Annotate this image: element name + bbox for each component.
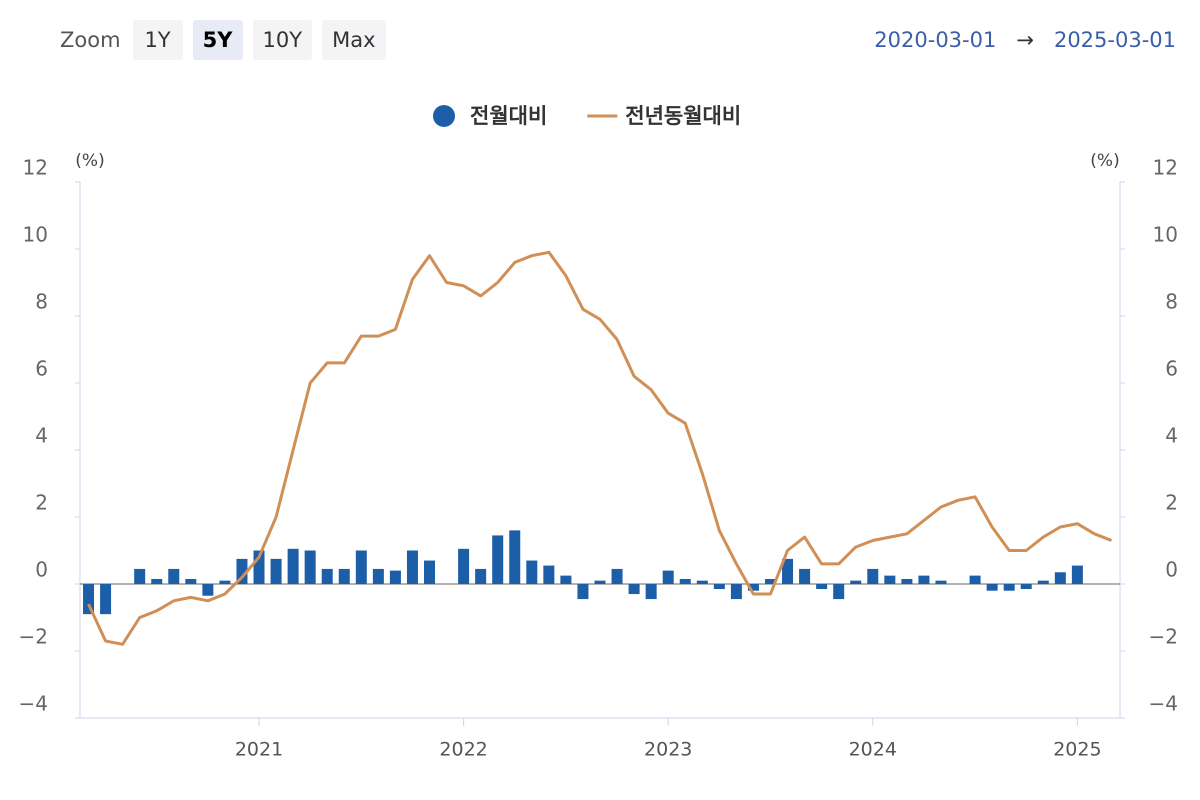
- bar: [475, 568, 487, 584]
- zoom-button[interactable]: 1Y: [132, 20, 183, 60]
- bar: [168, 568, 180, 584]
- bar: [730, 584, 742, 600]
- bar: [1020, 584, 1032, 590]
- bar: [185, 578, 197, 584]
- bar: [304, 550, 316, 584]
- bar: [747, 584, 759, 591]
- legend-symbol: [433, 105, 455, 127]
- y2-tick-label: 0: [1165, 558, 1178, 582]
- y2-tick-label: 8: [1165, 290, 1178, 314]
- bar: [389, 570, 401, 584]
- bar: [867, 568, 879, 584]
- bar: [100, 584, 112, 615]
- bar: [764, 578, 776, 584]
- zoom-buttons: 1Y 5Y 10Y Max: [132, 20, 386, 60]
- bar: [424, 560, 436, 584]
- y-tick-label: 4: [35, 424, 48, 448]
- bar: [321, 568, 333, 584]
- date-range: 2020-03-01 → 2025-03-01: [874, 28, 1176, 52]
- bar: [918, 575, 930, 584]
- y-tick-label: 2: [35, 491, 48, 515]
- bar: [645, 584, 657, 600]
- zoom-label: Zoom: [60, 28, 121, 52]
- bar: [492, 535, 504, 584]
- bar: [577, 584, 589, 600]
- y2-tick-label: 2: [1165, 491, 1178, 515]
- x-tick-label: 2025: [1053, 739, 1101, 761]
- bar: [1003, 584, 1015, 591]
- y2-tick-label: 4: [1165, 424, 1178, 448]
- range-end[interactable]: 2025-03-01: [1053, 28, 1176, 52]
- bar: [458, 548, 470, 584]
- y2-unit: (%): [1090, 151, 1119, 171]
- bar: [83, 584, 95, 615]
- legend-label[interactable]: 전년동월대비: [625, 104, 741, 128]
- bar: [543, 565, 555, 584]
- zoom-button[interactable]: 10Y: [252, 20, 313, 60]
- bar: [151, 578, 163, 584]
- y2-tick-label: 10: [1153, 223, 1178, 247]
- y-tick-label: 12: [23, 156, 48, 180]
- range-start[interactable]: 2020-03-01: [874, 28, 997, 52]
- bar: [560, 575, 572, 584]
- bar: [270, 558, 282, 584]
- bar: [816, 584, 828, 590]
- range-arrow: →: [1016, 28, 1034, 52]
- bar: [338, 568, 350, 584]
- bar: [406, 550, 418, 584]
- y2-tick-label: −4: [1149, 692, 1178, 716]
- bar: [1071, 565, 1083, 584]
- bar: [202, 584, 214, 596]
- y-tick-label: −4: [19, 692, 48, 716]
- legend-label[interactable]: 전월대비: [470, 104, 547, 128]
- zoom-button[interactable]: 5Y: [192, 20, 243, 60]
- bar: [611, 568, 623, 584]
- bar: [850, 580, 862, 584]
- bar: [969, 575, 981, 584]
- bar: [628, 584, 640, 595]
- bar: [799, 568, 811, 584]
- bar: [833, 584, 845, 600]
- bar: [372, 568, 384, 584]
- y2-tick-label: 6: [1165, 357, 1178, 381]
- bar: [219, 580, 231, 584]
- bar: [713, 584, 725, 590]
- y-tick-label: 6: [35, 357, 48, 381]
- bar: [253, 550, 265, 584]
- y2-tick-label: 12: [1153, 156, 1178, 180]
- y-tick-label: 8: [35, 290, 48, 314]
- x-tick-label: 2022: [439, 739, 487, 761]
- x-tick-label: 2024: [849, 739, 897, 761]
- zoom-button[interactable]: Max: [322, 20, 386, 60]
- bar: [236, 558, 248, 584]
- y-tick-label: −2: [19, 625, 48, 649]
- y-tick-label: 0: [35, 558, 48, 582]
- bar: [134, 568, 146, 584]
- y2-tick-label: −2: [1149, 625, 1178, 649]
- bar: [986, 584, 998, 591]
- bar: [1054, 572, 1066, 584]
- bar: [782, 558, 794, 584]
- line: [87, 250, 1113, 646]
- bar: [696, 580, 708, 584]
- bar: [287, 548, 299, 584]
- bar: [679, 578, 691, 584]
- bar: [901, 578, 913, 584]
- bar: [662, 570, 674, 584]
- bar: [884, 575, 896, 584]
- bar: [935, 580, 947, 584]
- y-tick-label: 10: [23, 223, 48, 247]
- bar: [1037, 580, 1049, 584]
- bar: [594, 580, 606, 584]
- x-tick-label: 2023: [644, 739, 692, 761]
- x-tick-label: 2021: [235, 739, 283, 761]
- zoom-bar: Zoom 1Y 5Y 10Y Max: [60, 20, 386, 60]
- bar: [509, 530, 521, 584]
- bar: [355, 550, 367, 584]
- bar: [526, 560, 538, 584]
- y-unit: (%): [75, 151, 104, 171]
